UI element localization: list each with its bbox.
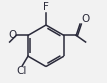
Text: O: O [8,30,16,40]
Text: O: O [81,14,90,24]
Text: F: F [43,2,49,12]
Text: Cl: Cl [17,66,27,76]
